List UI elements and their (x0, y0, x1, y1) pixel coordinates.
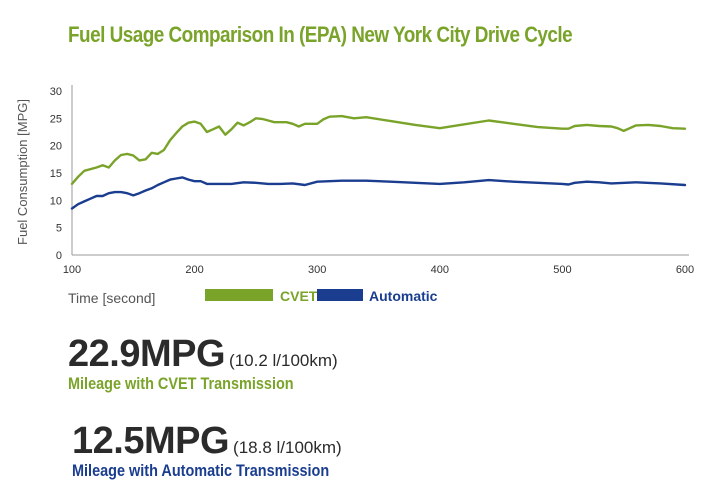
x-tick-label: 300 (308, 264, 326, 276)
legend-label-automatic: Automatic (369, 288, 438, 304)
series-line-automatic (70, 176, 687, 210)
series-line-cvet (70, 114, 687, 186)
y-tick-label: 25 (50, 113, 62, 125)
chart-title: Fuel Usage Comparison In (EPA) New York … (68, 22, 573, 47)
x-tick-label: 600 (676, 264, 694, 276)
stat-cvet-value: 22.9MPG (68, 333, 226, 375)
stat-automatic: 12.5MPG (18.8 l/100km) Mileage with Autom… (72, 420, 375, 481)
stat-automatic-caption: Mileage with Automatic Transmission (72, 461, 330, 480)
stat-automatic-value: 12.5MPG (72, 420, 230, 462)
x-tick-label: 500 (553, 264, 571, 276)
x-tick-label: 200 (185, 264, 203, 276)
y-tick-label: 5 (56, 223, 62, 235)
fuel-chart: 0 5 10 15 20 25 30 100 200 300 400 500 600 Fuel Cons… (15, 85, 694, 306)
y-axis-label: Fuel Consumption [MPG] (15, 99, 30, 245)
x-tick-label: 100 (63, 264, 81, 276)
y-tick-label: 0 (56, 250, 62, 262)
stat-cvet-caption: Mileage with CVET Transmission (68, 374, 294, 393)
legend-swatch-automatic (317, 289, 363, 301)
legend-swatch-cvet (205, 289, 273, 301)
legend-label-cvet: CVET (280, 288, 318, 304)
chart-axes (71, 85, 689, 256)
y-tick-label: 30 (50, 86, 62, 98)
y-tick-label: 20 (50, 141, 62, 153)
chart-legend: CVET Automatic (205, 288, 438, 304)
y-tick-label: 15 (50, 168, 62, 180)
stat-cvet-metric: (10.2 l/100km) (229, 351, 338, 370)
chart-ticks: 0 5 10 15 20 25 30 100 200 300 400 500 600 (50, 86, 694, 276)
stat-automatic-metric: (18.8 l/100km) (233, 438, 342, 457)
x-tick-label: 400 (431, 264, 449, 276)
y-tick-label: 10 (50, 195, 62, 207)
chart-lines (70, 114, 687, 210)
x-axis-label: Time [second] (68, 290, 155, 306)
stat-cvet: 22.9MPG (10.2 l/100km) Mileage with CVET … (68, 333, 338, 394)
